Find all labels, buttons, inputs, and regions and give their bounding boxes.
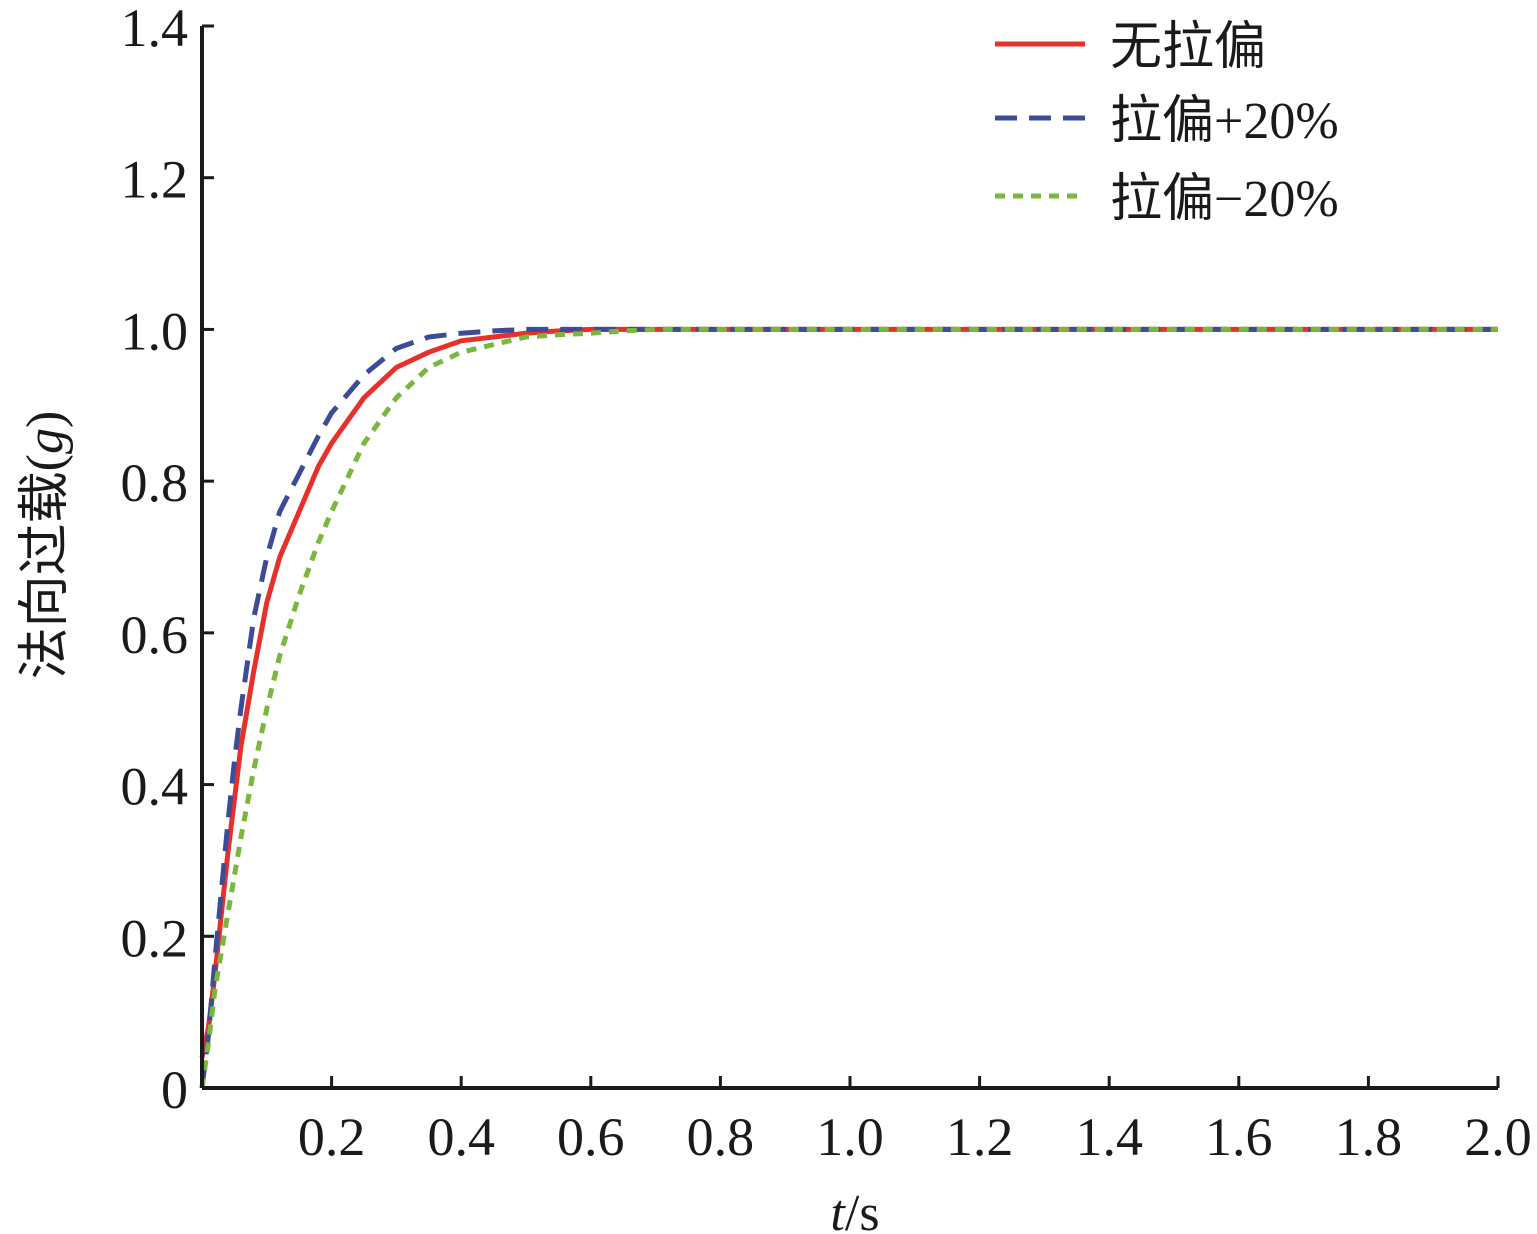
x-axis-label: t/s xyxy=(830,1185,879,1234)
y-tick-label: 1.2 xyxy=(121,150,189,210)
y-tick-label: 1.0 xyxy=(121,301,189,361)
x-axis-label-variable: t xyxy=(830,1185,846,1234)
y-tick-label: 0.4 xyxy=(121,757,189,817)
legend-label-series-2: 拉偏−20% xyxy=(1110,171,1339,228)
y-tick-label: 1.4 xyxy=(121,0,189,58)
ticks: 0.2 0.4 0.6 0.8 1.0 1.2 1.4 1.6 1.8 2.0 0 0.2 0.4 0.6… xyxy=(121,0,1532,1167)
x-tick-label: 1.8 xyxy=(1335,1107,1403,1167)
y-axis-label-main: 法向过载( xyxy=(17,454,74,679)
series-line-2 xyxy=(199,326,1498,1089)
y-axis-label-close: ) xyxy=(17,411,74,428)
y-tick-label: 0.2 xyxy=(121,908,189,968)
series-line-1 xyxy=(199,326,1498,1089)
x-tick-label: 1.0 xyxy=(816,1107,884,1167)
y-tick-label: 0.8 xyxy=(121,453,189,513)
x-tick-label: 2.0 xyxy=(1464,1107,1532,1167)
series-layer xyxy=(199,326,1498,1089)
x-tick-label: 0.4 xyxy=(427,1107,495,1167)
x-tick-label: 1.2 xyxy=(946,1107,1014,1167)
x-tick-label: 1.4 xyxy=(1075,1107,1143,1167)
x-tick-label: 0.2 xyxy=(298,1107,366,1167)
y-tick-label: 0.6 xyxy=(121,605,189,665)
x-tick-label: 0.6 xyxy=(557,1107,625,1167)
series-line-0 xyxy=(199,326,1498,1059)
legend-label-series-1: 拉偏+20% xyxy=(1110,93,1339,150)
legend-label-series-0: 无拉偏 xyxy=(1110,19,1266,76)
y-axis-label: 法向过载(g) xyxy=(17,411,74,680)
y-tick-label: 0 xyxy=(161,1060,188,1120)
x-axis-label-unit: /s xyxy=(845,1185,880,1234)
x-tick-label: 0.8 xyxy=(687,1107,755,1167)
y-axis-label-unit: g xyxy=(17,428,74,454)
legend: 无拉偏 拉偏+20% 拉偏−20% xyxy=(995,19,1339,228)
x-tick-label: 1.6 xyxy=(1205,1107,1273,1167)
